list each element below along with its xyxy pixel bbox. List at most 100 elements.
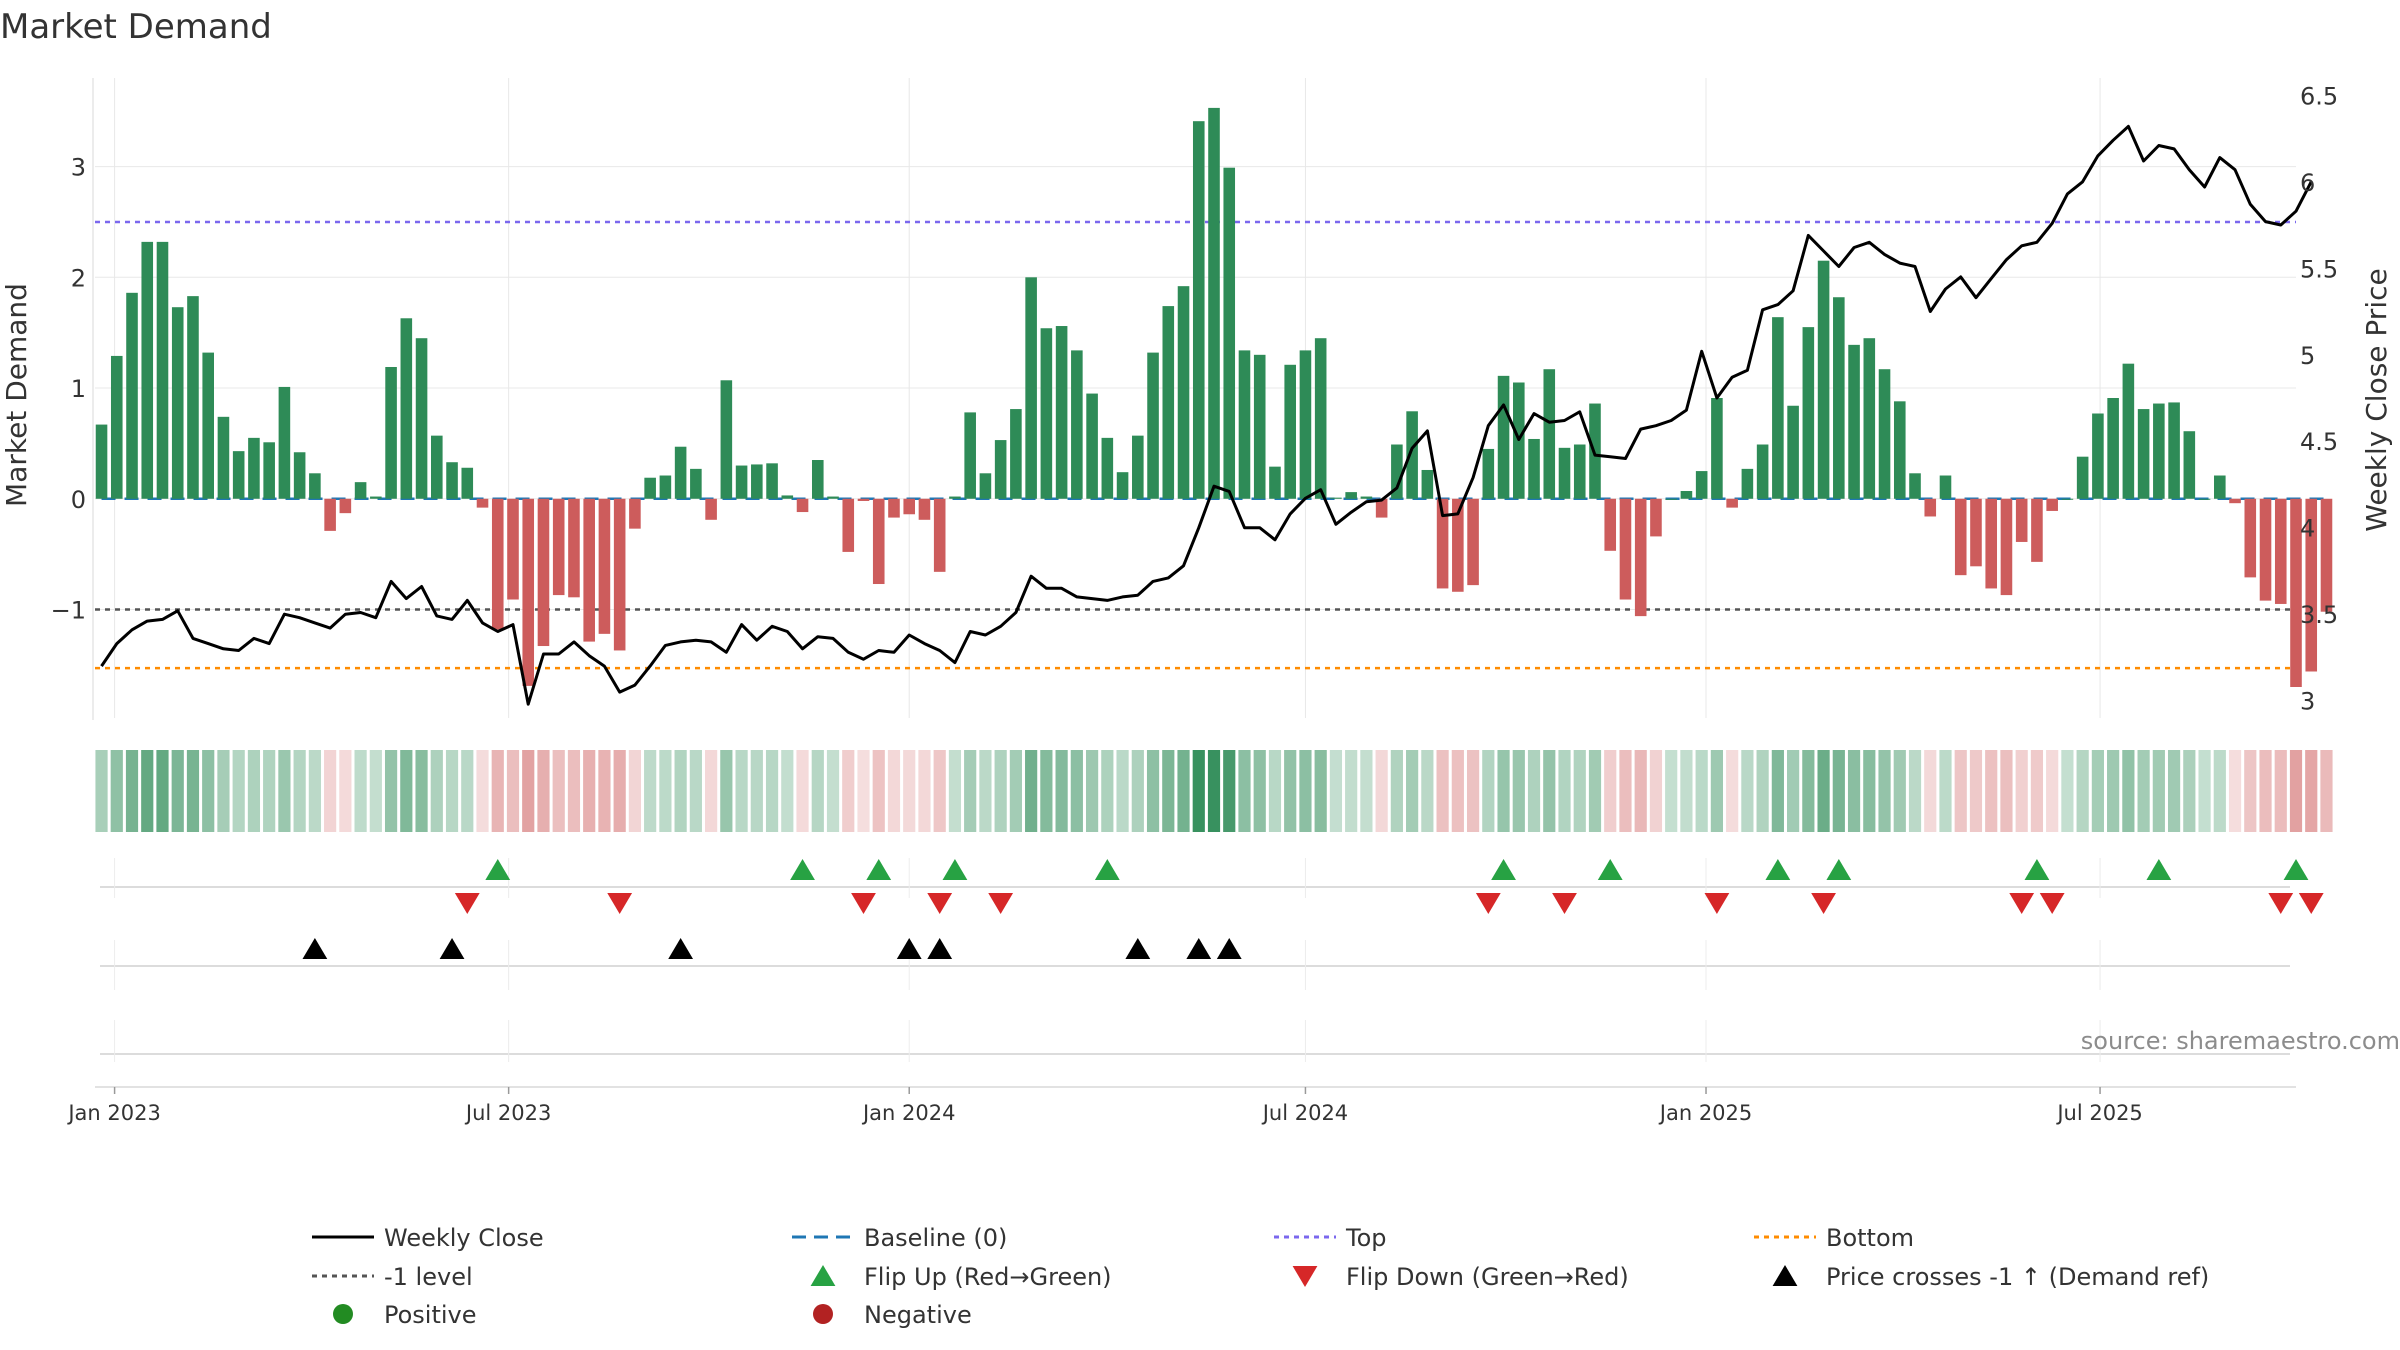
legend-label: Top	[1345, 1224, 1387, 1252]
demand-bar	[1604, 498, 1617, 551]
demand-bar	[1833, 297, 1845, 499]
legend-label: Baseline (0)	[864, 1224, 1007, 1252]
heat-cell	[1466, 750, 1480, 832]
demand-bar	[1543, 369, 1556, 499]
flip-down-marker	[2268, 893, 2294, 914]
heat-cell	[1314, 750, 1327, 832]
demand-bar	[979, 473, 992, 499]
heat-cell	[2152, 750, 2165, 832]
demand-bar	[491, 498, 504, 630]
flip-down-marker	[2009, 893, 2035, 914]
demand-bar	[202, 352, 214, 499]
demand-bar	[1269, 466, 1281, 499]
demand-bar	[872, 498, 885, 585]
heat-cell	[1177, 750, 1190, 832]
flip-up-marker	[1491, 859, 1516, 880]
x-tick-label: Jan 2023	[66, 1101, 161, 1125]
demand-bar	[1253, 354, 1266, 499]
empty-panel	[100, 1020, 2290, 1062]
demand-bar	[370, 496, 382, 499]
flip-down-marker	[988, 893, 1014, 914]
demand-bar	[1680, 491, 1693, 499]
flip-down-marker	[607, 893, 633, 914]
flip-up-marker	[485, 859, 511, 880]
heat-cell	[293, 750, 306, 832]
heat-cell	[1512, 750, 1525, 832]
source-note: source: sharemaestro.com	[2081, 1027, 2400, 1055]
demand-bar	[2320, 498, 2333, 612]
right-axis: 6.5 6 5.5 5 4.5 4 3.5 3	[2300, 82, 2338, 715]
flip-up-marker	[1826, 859, 1852, 880]
left-tick-label: 3	[71, 154, 86, 182]
heat-cell	[1649, 750, 1663, 832]
flip-up-marker	[866, 859, 892, 880]
heat-cell	[308, 750, 321, 832]
demand-bar	[95, 424, 108, 499]
x-axis: Jan 2023 Jul 2023 Jan 2024 Jul 2024 Jan 2025…	[66, 1087, 2143, 1125]
demand-bar	[431, 435, 443, 499]
demand-bar	[2137, 409, 2150, 499]
demand-bar	[293, 452, 306, 499]
heat-cell	[263, 750, 276, 832]
heat-cell	[1665, 750, 1678, 832]
heat-cell	[598, 750, 611, 832]
right-tick-label: 3	[2300, 688, 2315, 716]
demand-bar	[1025, 277, 1037, 499]
heat-cell	[1116, 750, 1129, 832]
demand-bar	[1299, 350, 1312, 499]
legend-symbol-circle	[333, 1304, 353, 1324]
demand-bar	[1071, 350, 1083, 499]
right-tick-label: 5.5	[2300, 255, 2338, 283]
flip-down-marker	[454, 893, 480, 914]
heat-cell	[933, 750, 946, 832]
legend-label: Price crosses -1 ↑ (Demand ref)	[1826, 1263, 2209, 1291]
heat-cell	[1634, 750, 1647, 832]
demand-bar	[1452, 498, 1464, 592]
heat-cell	[1223, 750, 1236, 832]
demand-bar	[2031, 498, 2043, 562]
heat-cell	[171, 750, 184, 832]
heat-cell	[369, 750, 382, 832]
heat-cell	[2274, 750, 2287, 832]
heat-cell	[247, 750, 261, 832]
demand-bar	[1330, 497, 1342, 499]
demand-bar	[1970, 498, 1982, 567]
heat-cell	[2305, 750, 2318, 832]
x-tick-label: Jul 2024	[1261, 1101, 1348, 1125]
demand-bar	[537, 498, 550, 647]
demand-bar	[2076, 456, 2089, 499]
demand-bars	[95, 107, 2333, 687]
heat-cell	[1832, 750, 1845, 832]
demand-bar	[1375, 498, 1388, 518]
chart-title: Market Demand	[0, 7, 272, 47]
demand-bar	[507, 498, 519, 600]
demand-bar	[1055, 326, 1068, 499]
heat-cell	[948, 750, 962, 832]
heat-cell	[1604, 750, 1617, 832]
heat-cell	[1939, 750, 1952, 832]
demand-bar	[1192, 121, 1205, 499]
heat-cell	[2259, 750, 2272, 832]
demand-bar	[888, 498, 900, 518]
heat-cell	[1070, 750, 1083, 832]
heat-cell	[1543, 750, 1556, 832]
heat-cell	[1436, 750, 1449, 832]
heat-cell	[2167, 750, 2181, 832]
heat-cell	[2091, 750, 2104, 832]
demand-bar	[1360, 496, 1373, 499]
demand-bar	[1924, 498, 1937, 517]
demand-bar	[141, 241, 154, 499]
demand-bar	[1482, 448, 1495, 499]
legend-label: Flip Up (Red→Green)	[864, 1263, 1112, 1291]
heat-cell	[811, 750, 824, 832]
demand-bar	[1528, 438, 1540, 499]
flip-down-marker	[927, 893, 953, 914]
price-cross-marker	[1216, 938, 1242, 959]
price-cross-marker	[302, 938, 328, 959]
price-cross-marker	[1125, 938, 1151, 959]
heat-cell	[1527, 750, 1541, 832]
demand-bar	[1406, 411, 1418, 499]
heat-cell	[2015, 750, 2028, 832]
heat-cell	[1878, 750, 1891, 832]
